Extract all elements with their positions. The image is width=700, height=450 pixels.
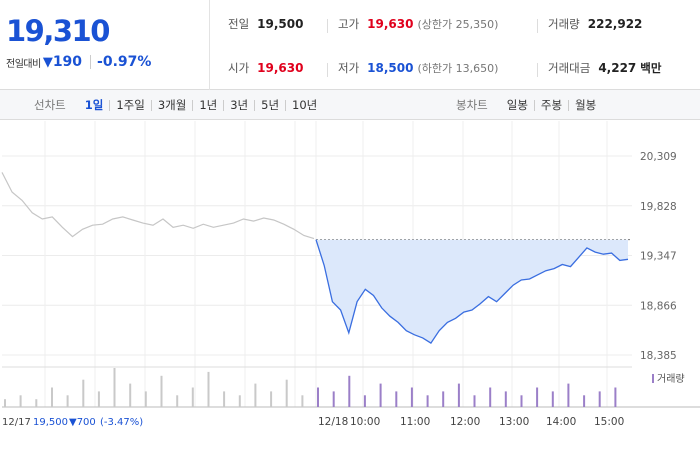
volume-bar <box>238 395 241 407</box>
prev-day-date: 12/17 <box>2 417 31 428</box>
volume-bar <box>191 387 194 407</box>
price-box: 19,310 전일대비 ▼ 190 -0.97% <box>0 0 210 90</box>
y-tick-label: 19,828 <box>640 201 677 213</box>
divider <box>537 63 538 77</box>
volume-bar <box>144 391 147 407</box>
volume-bar <box>442 391 445 407</box>
today-line <box>315 239 629 344</box>
tab-1year[interactable]: 1년 <box>199 98 218 112</box>
prev-day-rate: (-3.47%) <box>100 417 143 428</box>
volume-bar <box>489 387 492 407</box>
volume-bar <box>473 395 476 407</box>
volume-bar <box>207 371 210 407</box>
tab-5year[interactable]: 5년 <box>261 98 280 112</box>
volume-bar <box>348 375 351 407</box>
y-tick-label: 19,347 <box>640 251 677 263</box>
volume-bar <box>332 391 335 407</box>
divider <box>90 55 92 69</box>
chart-canvas[interactable]: 20,309 19,828 19,347 18,866 18,385 거래량 12/18 10… <box>0 121 700 450</box>
volume-bar <box>66 395 69 407</box>
prev-day-line <box>1 172 315 240</box>
volume-bar <box>379 383 382 407</box>
volume-bar <box>410 387 413 407</box>
volume-bar <box>536 387 539 407</box>
volume-bar <box>457 383 460 407</box>
volume-bar <box>301 395 304 407</box>
divider <box>537 19 538 33</box>
volume-legend-swatch <box>652 374 654 383</box>
volume-bar <box>426 395 429 407</box>
volume-bar <box>614 387 617 407</box>
quote-summary: 19,310 전일대비 ▼ 190 -0.97% 전일 19,500 고가 19… <box>0 0 700 90</box>
x-tick-label: 14:00 <box>546 416 576 428</box>
volume-bar <box>520 395 523 407</box>
stat-volume: 거래량 222,922 <box>548 17 643 31</box>
volume-bar <box>285 379 288 407</box>
divider <box>327 19 328 33</box>
stat-low: 저가 18,500 (하한가 13,650) <box>338 61 499 75</box>
x-tick-label: 15:00 <box>594 416 624 428</box>
x-tick-label: 12:00 <box>450 416 480 428</box>
tab-monthly-candle[interactable]: 월봉 <box>575 98 597 112</box>
volume-bar <box>254 383 257 407</box>
volume-bar <box>129 383 132 407</box>
volume-bar <box>551 391 554 407</box>
volume-bar <box>504 391 507 407</box>
change-label: 전일대비 <box>6 58 41 70</box>
x-tick-label: 11:00 <box>400 416 430 428</box>
today-area <box>316 239 628 344</box>
line-chart-label: 선차트 <box>34 98 66 112</box>
stat-prev-close: 전일 19,500 <box>228 17 304 31</box>
tab-3year[interactable]: 3년 <box>230 98 249 112</box>
x-tick-label: 13:00 <box>499 416 529 428</box>
stat-high: 고가 19,630 (상한가 25,350) <box>338 17 499 31</box>
stat-open: 시가 19,630 <box>228 61 304 75</box>
volume-bar <box>82 379 85 407</box>
tab-weekly-candle[interactable]: 주봉 <box>540 98 563 112</box>
chart-tab-bar: 선차트 1일 1주일 3개월 1년 3년 5년 10년 봉차트 일봉 주봉 월봉 <box>0 90 700 120</box>
change-value: 190 <box>52 54 83 70</box>
price-chart[interactable]: 20,309 19,828 19,347 18,866 18,385 거래량 12/18 10… <box>0 121 700 450</box>
tab-daily-candle[interactable]: 일봉 <box>506 98 528 112</box>
volume-bar <box>35 399 38 407</box>
tab-1day[interactable]: 1일 <box>84 98 104 112</box>
volume-bar <box>176 395 179 407</box>
volume-bar <box>97 391 100 407</box>
volume-bar <box>223 391 226 407</box>
volume-bar <box>19 395 22 407</box>
volume-bar <box>363 395 366 407</box>
y-tick-label: 18,385 <box>640 350 677 362</box>
volume-bar <box>51 387 53 407</box>
price-change: 전일대비 ▼ 190 -0.97% <box>6 54 151 70</box>
tab-10year[interactable]: 10년 <box>292 98 318 112</box>
tab-3month[interactable]: 3개월 <box>157 98 187 112</box>
candle-chart-label: 봉차트 <box>456 98 488 112</box>
volume-bar <box>583 395 586 407</box>
volume-bar <box>113 368 116 407</box>
volume-bar <box>160 375 163 407</box>
prev-day-close: 19,500 <box>33 417 68 428</box>
divider <box>327 63 328 77</box>
tab-1week[interactable]: 1주일 <box>116 98 145 112</box>
current-price: 19,310 <box>6 14 110 48</box>
volume-bar <box>4 399 6 407</box>
volume-bar <box>270 391 273 407</box>
y-tick-label: 18,866 <box>640 300 677 312</box>
x-tick-label: 10:00 <box>350 416 380 428</box>
volume-legend-label: 거래량 <box>657 373 685 385</box>
stat-amount: 거래대금 4,227 백만 <box>548 61 662 75</box>
y-tick-label: 20,309 <box>640 151 677 163</box>
volume-bar <box>317 387 319 407</box>
down-triangle-icon: ▼ <box>42 54 53 70</box>
change-rate: -0.97% <box>97 54 152 70</box>
candle-tabs: 봉차트 일봉 주봉 월봉 <box>456 97 602 113</box>
volume-bar <box>567 383 570 407</box>
period-tabs: 선차트 1일 1주일 3개월 1년 3년 5년 10년 <box>34 97 323 113</box>
volume-bar <box>395 391 398 407</box>
prev-day-change: ▼700 <box>69 417 96 428</box>
x-tick-label: 12/18 <box>318 416 348 428</box>
volume-bar <box>598 391 601 407</box>
